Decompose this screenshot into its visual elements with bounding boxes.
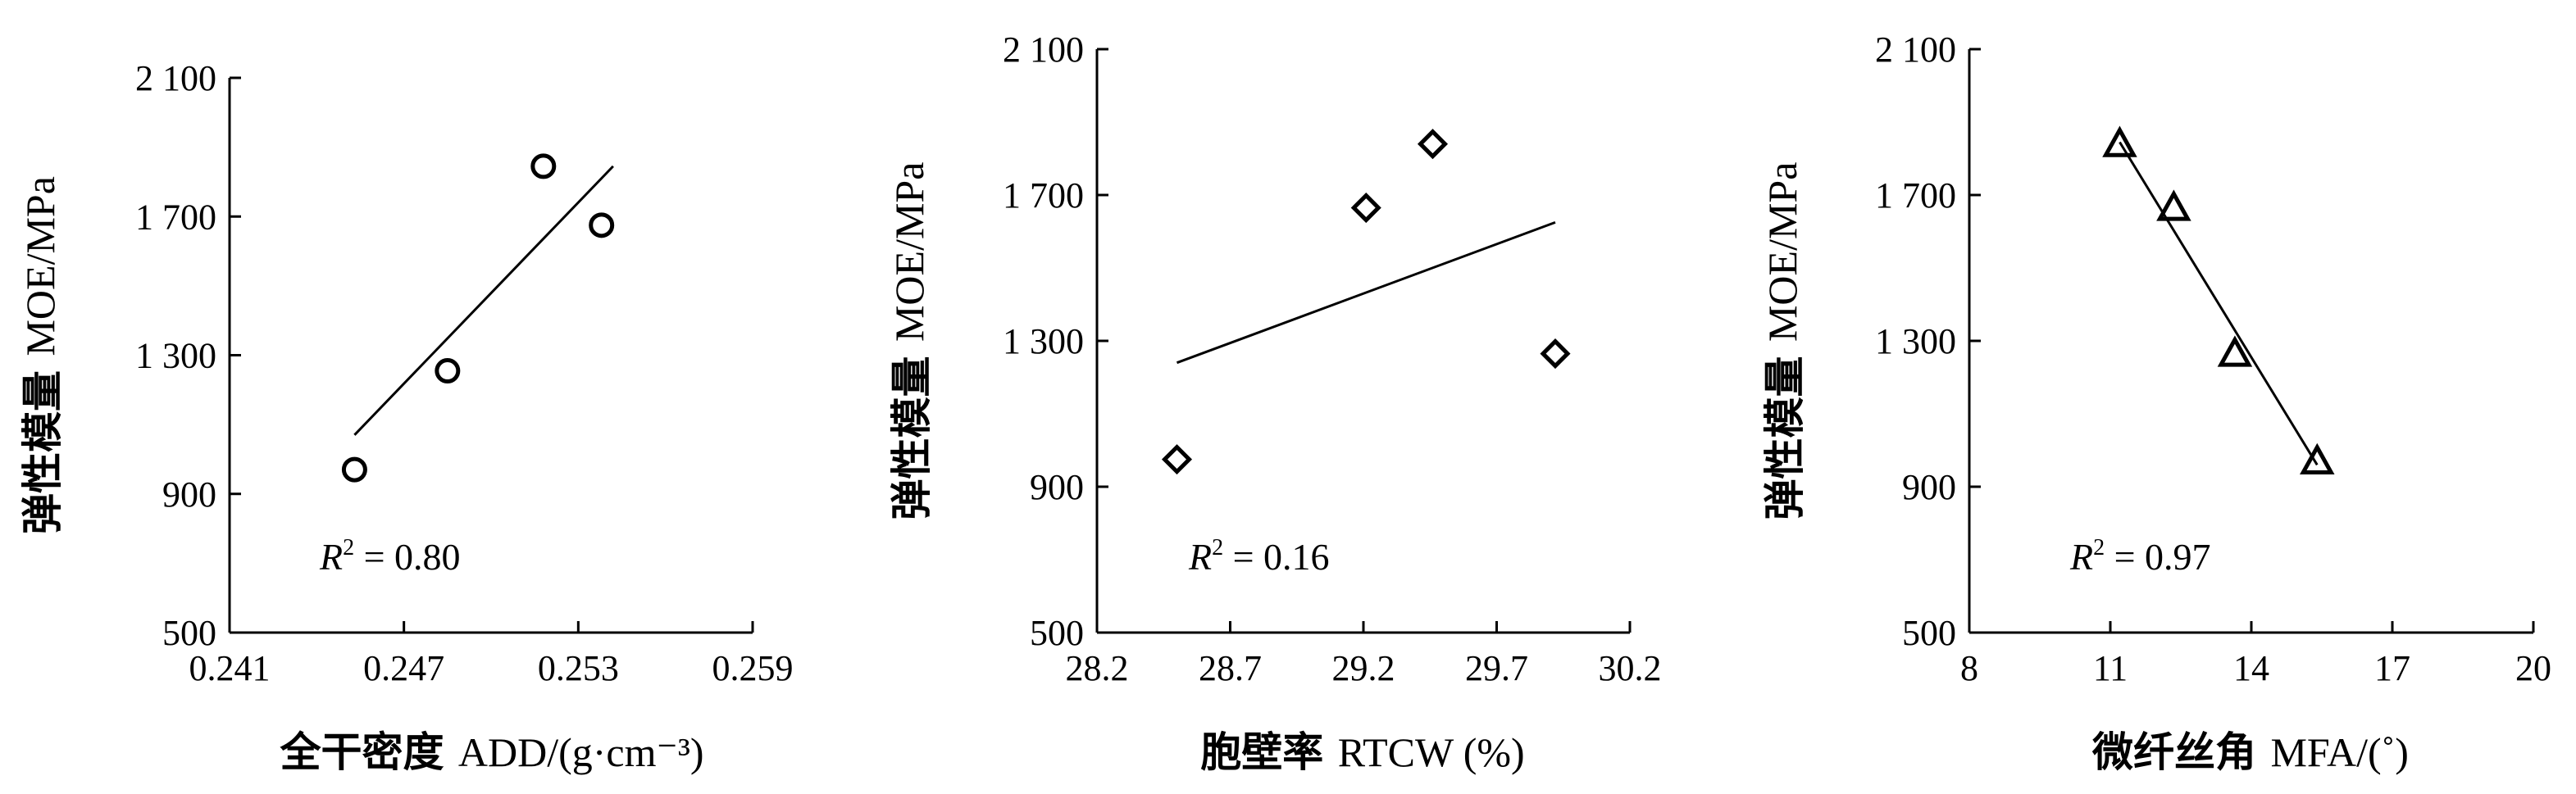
y-tick-label: 1 300 <box>1003 321 1084 361</box>
x-tick-label: 11 <box>2093 648 2128 688</box>
x-tick-label: 0.241 <box>189 648 271 688</box>
data-point-circle <box>589 212 615 238</box>
y-tick-label: 1 700 <box>1003 175 1084 216</box>
x-tick-label: 14 <box>2233 648 2269 688</box>
r-squared-label: R2 = 0.16 <box>1188 535 1330 578</box>
x-axis-title: 全干密度 ADD/(g·cm⁻³) <box>279 728 703 776</box>
y-tick-label: 1 700 <box>1875 175 1956 216</box>
data-point-diamond <box>1161 444 1193 475</box>
x-tick-label: 8 <box>1960 648 1978 688</box>
y-axis-title: 弹性模量 MOE/MPa <box>886 162 935 520</box>
data-point-diamond <box>1417 129 1449 160</box>
x-tick-label: 20 <box>2515 648 2551 688</box>
x-tick-label: 29.7 <box>1465 648 1528 688</box>
data-point-diamond <box>1350 193 1381 224</box>
fit-line <box>1176 220 1556 365</box>
y-tick-label: 1 300 <box>135 336 216 376</box>
r-squared-label: R2 = 0.97 <box>2069 535 2211 578</box>
y-tick-label: 500 <box>162 613 216 653</box>
y-tick-label: 1 700 <box>135 197 216 237</box>
y-tick-label: 2 100 <box>135 58 216 98</box>
chart-panel-2: 500 900 1 300 1 700 2 100 28.2 28.7 29.2 29.7 30.… <box>886 29 1661 776</box>
y-axis-title: 弹性模量 MOE/MPa <box>17 176 66 534</box>
data-point-triangle <box>2102 125 2137 157</box>
x-axis-title: 微纤丝角 MFA/(˚) <box>2091 728 2409 776</box>
x-tick-label: 17 <box>2374 648 2410 688</box>
x-tick-label: 30.2 <box>1599 648 1662 688</box>
fit-line <box>353 165 614 436</box>
data-point-diamond <box>1540 338 1571 370</box>
x-tick-label: 28.2 <box>1066 648 1129 688</box>
x-tick-label: 28.7 <box>1199 648 1262 688</box>
x-tick-label: 0.259 <box>712 648 794 688</box>
y-tick-label: 900 <box>162 474 216 515</box>
y-tick-label: 900 <box>1030 467 1084 507</box>
data-point-triangle <box>2300 442 2335 474</box>
y-tick-label: 1 300 <box>1875 321 1956 361</box>
data-point-triangle <box>2217 335 2253 367</box>
y-axis-title: 弹性模量 MOE/MPa <box>1759 162 1808 520</box>
data-point-circle <box>435 358 461 384</box>
y-tick-label: 2 100 <box>1875 29 1956 70</box>
data-point-triangle <box>2156 189 2191 221</box>
fit-line <box>2119 141 2319 466</box>
r-squared-label: R2 = 0.80 <box>319 535 461 578</box>
y-tick-label: 500 <box>1902 613 1956 653</box>
x-tick-label: 0.253 <box>538 648 619 688</box>
y-tick-label: 2 100 <box>1003 29 1084 70</box>
data-point-circle <box>530 153 557 179</box>
chart-panel-3: 500 900 1 300 1 700 2 100 8 11 14 17 20 R2 = 0.97 微… <box>1759 29 2551 776</box>
y-tick-label: 900 <box>1902 467 1956 507</box>
y-tick-label: 500 <box>1030 613 1084 653</box>
chart-panel-1: 500 900 1 300 1 700 2 100 0.241 0.247 0.253 0.25… <box>17 58 793 776</box>
x-tick-label: 0.247 <box>363 648 444 688</box>
x-tick-label: 29.2 <box>1332 648 1395 688</box>
data-point-circle <box>341 456 367 483</box>
x-axis-title: 胞壁率 RTCW (%) <box>1200 728 1524 776</box>
